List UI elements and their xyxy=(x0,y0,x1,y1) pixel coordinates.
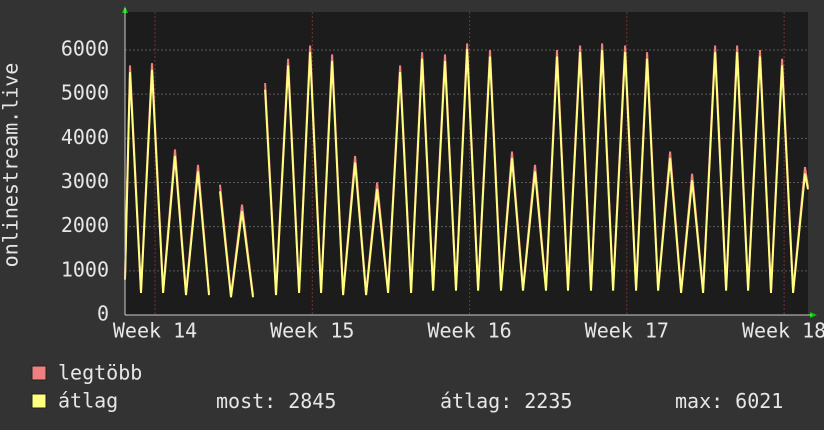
x-tick-label: Week 17 xyxy=(585,319,669,343)
legend-swatch xyxy=(31,365,47,381)
y-tick-label: 2000 xyxy=(61,213,109,237)
stat-value: 2845 xyxy=(288,389,336,413)
y-tick-label: 1000 xyxy=(61,257,109,281)
stat-label: átlag: xyxy=(440,389,512,413)
series-line xyxy=(124,49,809,298)
y-axis-label: onlinestream.live xyxy=(0,63,23,268)
y-tick-label: 6000 xyxy=(61,36,109,60)
x-tick-label: Week 18 xyxy=(742,319,824,343)
y-tick-label: 5000 xyxy=(61,81,109,105)
legend-label: átlag xyxy=(58,389,118,413)
legend-label: legtöbb xyxy=(58,361,142,385)
stat-label: most: xyxy=(216,389,276,413)
stat: most: 2845 xyxy=(216,389,336,413)
axis-arrow xyxy=(810,312,817,318)
stat: átlag: 2235 xyxy=(440,389,572,413)
stat: max: 6021 xyxy=(675,389,783,413)
stat-value: 6021 xyxy=(735,389,783,413)
y-tick-label: 0 xyxy=(97,302,109,326)
legend-swatch xyxy=(31,393,47,409)
y-tick-label: 4000 xyxy=(61,125,109,149)
x-tick-label: Week 15 xyxy=(270,319,354,343)
stat-label: max: xyxy=(675,389,723,413)
x-tick-label: Week 14 xyxy=(113,319,197,343)
y-tick-label: 3000 xyxy=(61,169,109,193)
x-tick-label: Week 16 xyxy=(427,319,511,343)
stat-value: 2235 xyxy=(524,389,572,413)
